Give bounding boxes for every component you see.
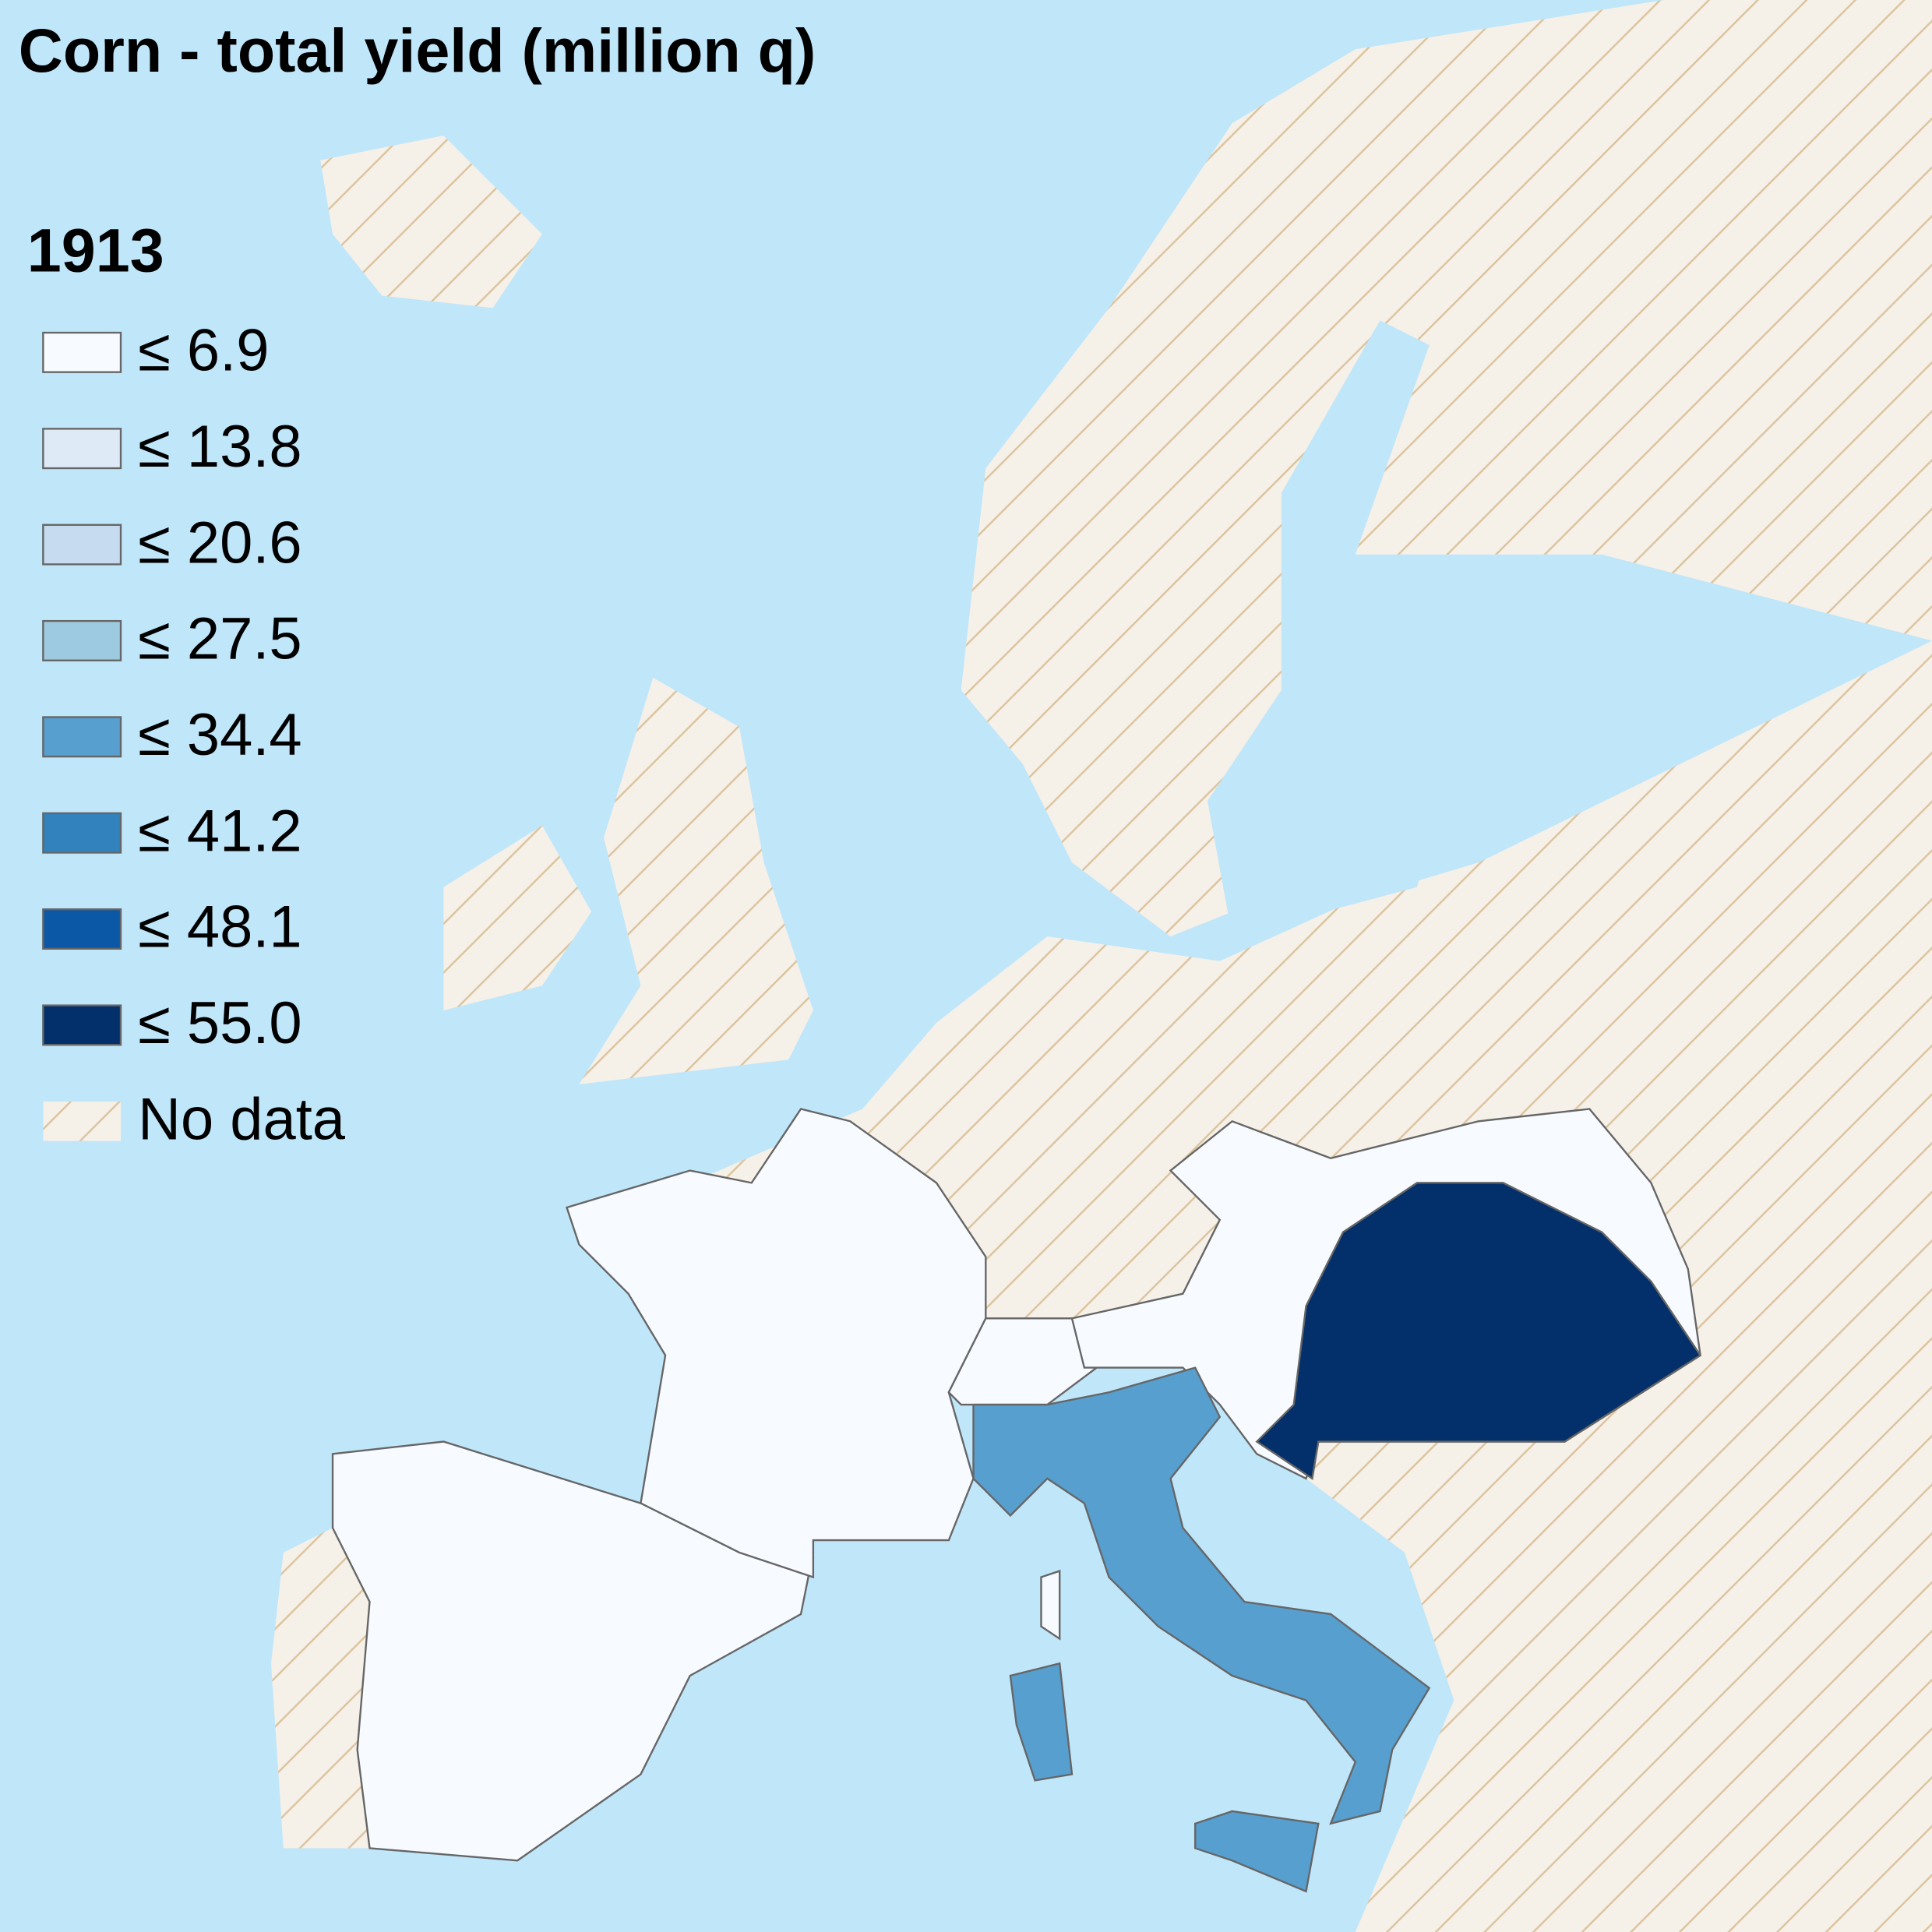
legend-swatch xyxy=(42,331,122,373)
title: Corn - total yield (million q) xyxy=(19,16,816,85)
portugal xyxy=(270,1528,370,1849)
legend-label: ≤ 13.8 xyxy=(138,414,301,480)
legend-swatch xyxy=(42,716,122,758)
legend-label: ≤ 20.6 xyxy=(138,509,301,576)
legend-swatch xyxy=(43,1101,121,1141)
hungary xyxy=(1255,1182,1702,1480)
legend-swatch xyxy=(42,524,122,566)
legend-swatch xyxy=(42,908,122,950)
legend-label: No data xyxy=(138,1086,346,1152)
italy xyxy=(972,1366,1431,1825)
great-britain xyxy=(579,677,813,1084)
legend-label: ≤ 27.5 xyxy=(138,606,301,672)
baltic-sea xyxy=(1208,320,1602,937)
sicily xyxy=(1193,1810,1320,1893)
legend-label: ≤ 41.2 xyxy=(138,798,301,864)
legend-swatch xyxy=(42,1004,122,1046)
legend-label: ≤ 55.0 xyxy=(138,990,301,1056)
sardinia xyxy=(1009,1662,1074,1782)
legend-label: ≤ 6.9 xyxy=(138,318,269,384)
ireland xyxy=(443,825,592,1010)
legend-swatch xyxy=(42,428,122,470)
legend-swatch xyxy=(42,619,122,661)
scandinavia xyxy=(961,0,1932,937)
legend-label: ≤ 34.4 xyxy=(138,702,301,768)
corsica xyxy=(1040,1569,1061,1641)
legend-swatch xyxy=(42,812,122,854)
legend: ≤ 6.9 ≤ 13.8 ≤ 20.6 ≤ 27.5 ≤ 34.4 ≤ 41.2 ≤ 48.… xyxy=(42,318,346,1152)
legend-year: 1913 xyxy=(27,215,164,284)
legend-label: ≤ 48.1 xyxy=(138,894,301,961)
